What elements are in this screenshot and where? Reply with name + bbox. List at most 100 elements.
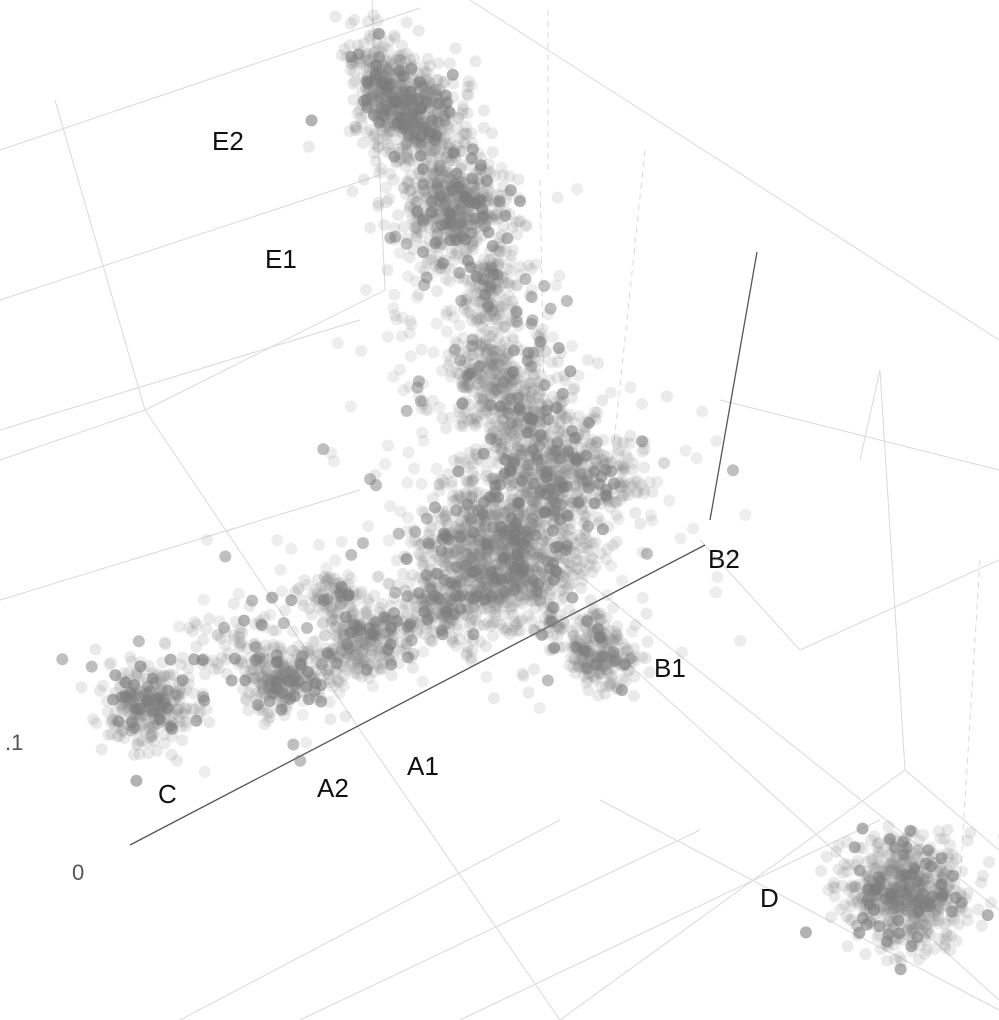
scatter-point-e1 xyxy=(471,181,484,194)
scatter-point-e2 xyxy=(425,144,438,157)
scatter-point-b2 xyxy=(529,551,542,564)
scatter-point-e1 xyxy=(426,214,439,227)
scatter-point-e1 xyxy=(481,280,494,293)
scatter-point-b1 xyxy=(573,642,586,655)
scatter-point-d xyxy=(983,856,996,868)
scatter-point-b1 xyxy=(641,635,654,648)
scatter-point-b2 xyxy=(439,509,452,522)
scatter-point-e1 xyxy=(388,222,401,235)
scatter-point-b2 xyxy=(478,535,491,548)
scatter-point-e1 xyxy=(456,176,469,189)
scatter-point-b2 xyxy=(528,663,541,676)
scatter-point-e1 xyxy=(439,165,452,178)
scatter-point-e2 xyxy=(460,88,473,101)
scatter-point-e2 xyxy=(486,127,498,140)
scatter-point-e2 xyxy=(349,124,362,137)
scatter-point-e2 xyxy=(374,29,387,42)
scatter-point-e2 xyxy=(469,55,482,68)
scatter-point-e1 xyxy=(475,312,488,325)
scatter-point-e2 xyxy=(427,109,439,122)
scatter-point-e2 xyxy=(373,53,385,66)
scatter-point-e1 xyxy=(433,162,446,175)
scatter-point-e2 xyxy=(356,137,369,149)
scatter-point-b2 xyxy=(447,490,460,503)
scatter-point-e2 xyxy=(438,168,451,181)
scatter-point-e1 xyxy=(456,144,469,157)
scatter-point-e2 xyxy=(383,35,396,48)
scatter-point-b2 xyxy=(486,509,499,521)
scatter-point-e2 xyxy=(441,105,454,117)
scatter-point-e2 xyxy=(382,64,395,77)
scatter-point-b2 xyxy=(566,560,578,572)
scatter-point-e2 xyxy=(405,81,418,94)
scatter-point-e2 xyxy=(372,27,385,40)
scatter-point-e2 xyxy=(379,121,391,134)
scatter-point-c xyxy=(203,716,216,729)
scatter-point-e1 xyxy=(415,140,428,153)
scatter-point-e2 xyxy=(419,65,431,78)
scatter-point-e2 xyxy=(391,106,404,119)
scatter-point-c xyxy=(101,705,114,718)
scatter-point-e2 xyxy=(459,127,472,140)
scatter-point-b2 xyxy=(589,454,602,467)
scatter-point-e1 xyxy=(487,257,499,269)
scatter-point-e1 xyxy=(494,300,507,313)
scatter-point-b2 xyxy=(497,530,510,543)
scatter-point-e2 xyxy=(383,68,396,81)
scatter-point-e1 xyxy=(410,150,423,163)
scatter-point-e2 xyxy=(415,135,428,148)
scatter-point-b2 xyxy=(558,369,571,382)
scatter-point-e2 xyxy=(366,75,378,88)
scatter-points xyxy=(56,0,999,976)
scatter-point-e1 xyxy=(454,210,467,223)
scatter-point-b2 xyxy=(522,686,535,699)
scatter-point-e2 xyxy=(418,107,431,119)
scatter-point-b2 xyxy=(610,535,623,548)
scatter-point-e1 xyxy=(488,208,500,221)
scatter-point-a1 xyxy=(435,544,448,557)
scatter-point-e1 xyxy=(485,287,498,300)
scatter-point-e1 xyxy=(414,149,427,162)
scatter-point-e2 xyxy=(400,139,413,152)
scatter-point-e2 xyxy=(367,90,380,103)
scatter-point-b2 xyxy=(511,440,524,453)
scatter-point-e2 xyxy=(430,103,443,116)
scatter-point-e2 xyxy=(390,66,403,79)
scatter-point-e2 xyxy=(385,58,398,71)
scatter-point-e2 xyxy=(400,47,413,60)
scatter-point-b2 xyxy=(448,547,461,559)
scatter-point-a2 xyxy=(275,701,288,714)
scatter-point-b2 xyxy=(540,542,553,554)
scatter-point-a2 xyxy=(313,684,326,697)
scatter-point-d xyxy=(882,820,895,833)
scatter-point-e1 xyxy=(435,238,448,251)
scatter-point-e2 xyxy=(367,27,380,40)
scatter-point-e2 xyxy=(380,63,393,75)
scatter-point-b1 xyxy=(535,587,548,600)
scatter-point-e1 xyxy=(444,195,456,208)
scatter-point-b2 xyxy=(569,470,582,482)
scatter-point-e2 xyxy=(419,87,432,100)
scatter-point-e1 xyxy=(449,218,462,231)
scatter-point-e1 xyxy=(429,194,442,207)
scatter-point-e2 xyxy=(432,116,445,128)
scatter-point-e1 xyxy=(434,190,447,203)
scatter-point-b2 xyxy=(482,553,495,566)
scatter-point-e1 xyxy=(522,259,535,272)
scatter-point-c xyxy=(211,657,224,670)
scatter-point-e2 xyxy=(383,104,396,117)
scatter-point-e2 xyxy=(383,120,395,133)
scatter-point-e2 xyxy=(369,68,382,81)
scatter-point-e1 xyxy=(486,261,499,274)
scatter-point-e2 xyxy=(429,142,442,155)
scatter-point-e2 xyxy=(439,75,452,88)
scatter-point-e2 xyxy=(381,43,394,56)
scatter-point-c xyxy=(202,612,215,625)
scatter-point-b2 xyxy=(467,542,480,555)
scatter-point-e1 xyxy=(473,279,486,292)
scatter-point-e2 xyxy=(461,80,474,93)
scatter-point-e2 xyxy=(405,85,418,98)
scatter-point-e2 xyxy=(424,83,437,96)
scatter-point-e1 xyxy=(456,217,469,230)
scatter-point-c xyxy=(89,643,102,656)
